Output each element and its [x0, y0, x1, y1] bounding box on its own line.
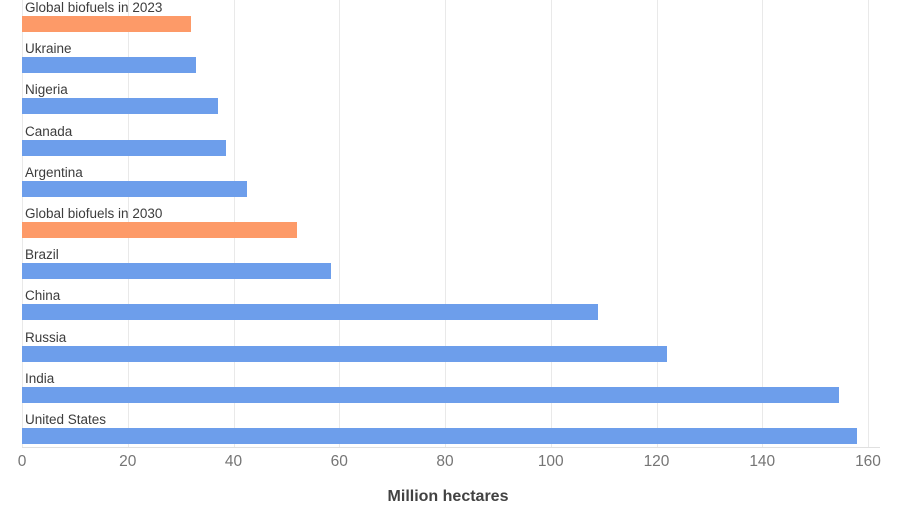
bar-row: Global biofuels in 2030 — [0, 206, 900, 247]
x-tick-label: 160 — [855, 453, 881, 470]
x-tick-label: 20 — [119, 453, 137, 470]
bar — [22, 304, 599, 321]
x-axis-line — [22, 447, 880, 448]
bar-row: United States — [0, 412, 900, 453]
bar — [22, 345, 668, 362]
bar-label: Brazil — [25, 247, 59, 263]
bar-row: Nigeria — [0, 82, 900, 123]
x-axis-ticks: 0 20 40 60 80 100 120 140 160 — [0, 453, 900, 473]
bar-label: China — [25, 288, 61, 304]
x-tick-label: 120 — [643, 453, 670, 470]
bar-label: Global biofuels in 2030 — [25, 205, 163, 221]
gridline — [550, 0, 552, 448]
bar-rows: Global biofuels in 2023 Ukraine Nigeria … — [0, 0, 900, 453]
x-tick-label: 40 — [224, 453, 243, 470]
x-axis-title: Million hectares — [387, 488, 509, 505]
bar — [22, 221, 297, 238]
bar-row: Russia — [0, 330, 900, 371]
bar-label: Nigeria — [25, 82, 68, 98]
bar-row: China — [0, 288, 900, 329]
bar-row: Ukraine — [0, 41, 900, 82]
bar — [22, 386, 839, 403]
x-tick-label: 60 — [330, 453, 348, 470]
gridline — [762, 0, 764, 448]
bar-row: Argentina — [0, 165, 900, 206]
bar-label: United States — [25, 411, 107, 427]
bar-label: Canada — [25, 123, 73, 139]
bar-label: Russia — [25, 329, 67, 345]
bar — [22, 57, 197, 74]
x-tick-label: 100 — [537, 453, 564, 470]
bar-row: Canada — [0, 124, 900, 165]
gridline — [656, 0, 658, 448]
bar-label: Ukraine — [25, 41, 72, 57]
bar-row: Global biofuels in 2023 — [0, 0, 900, 41]
bar — [22, 180, 247, 197]
x-tick-label: 0 — [17, 453, 27, 470]
x-tick-label: 80 — [436, 453, 454, 470]
bar — [22, 16, 192, 32]
bar — [22, 139, 226, 156]
x-tick-label: 140 — [749, 453, 776, 470]
bar — [22, 263, 332, 280]
bar — [22, 427, 858, 444]
bar-row: India — [0, 371, 900, 412]
bar-label: India — [25, 370, 55, 386]
gridline — [445, 0, 446, 448]
bar-label: Argentina — [25, 164, 83, 180]
gridline — [868, 0, 869, 448]
gridline — [339, 0, 341, 448]
bar — [22, 98, 218, 115]
bar-label: Global biofuels in 2023 — [25, 0, 163, 15]
bar-row: Brazil — [0, 247, 900, 288]
